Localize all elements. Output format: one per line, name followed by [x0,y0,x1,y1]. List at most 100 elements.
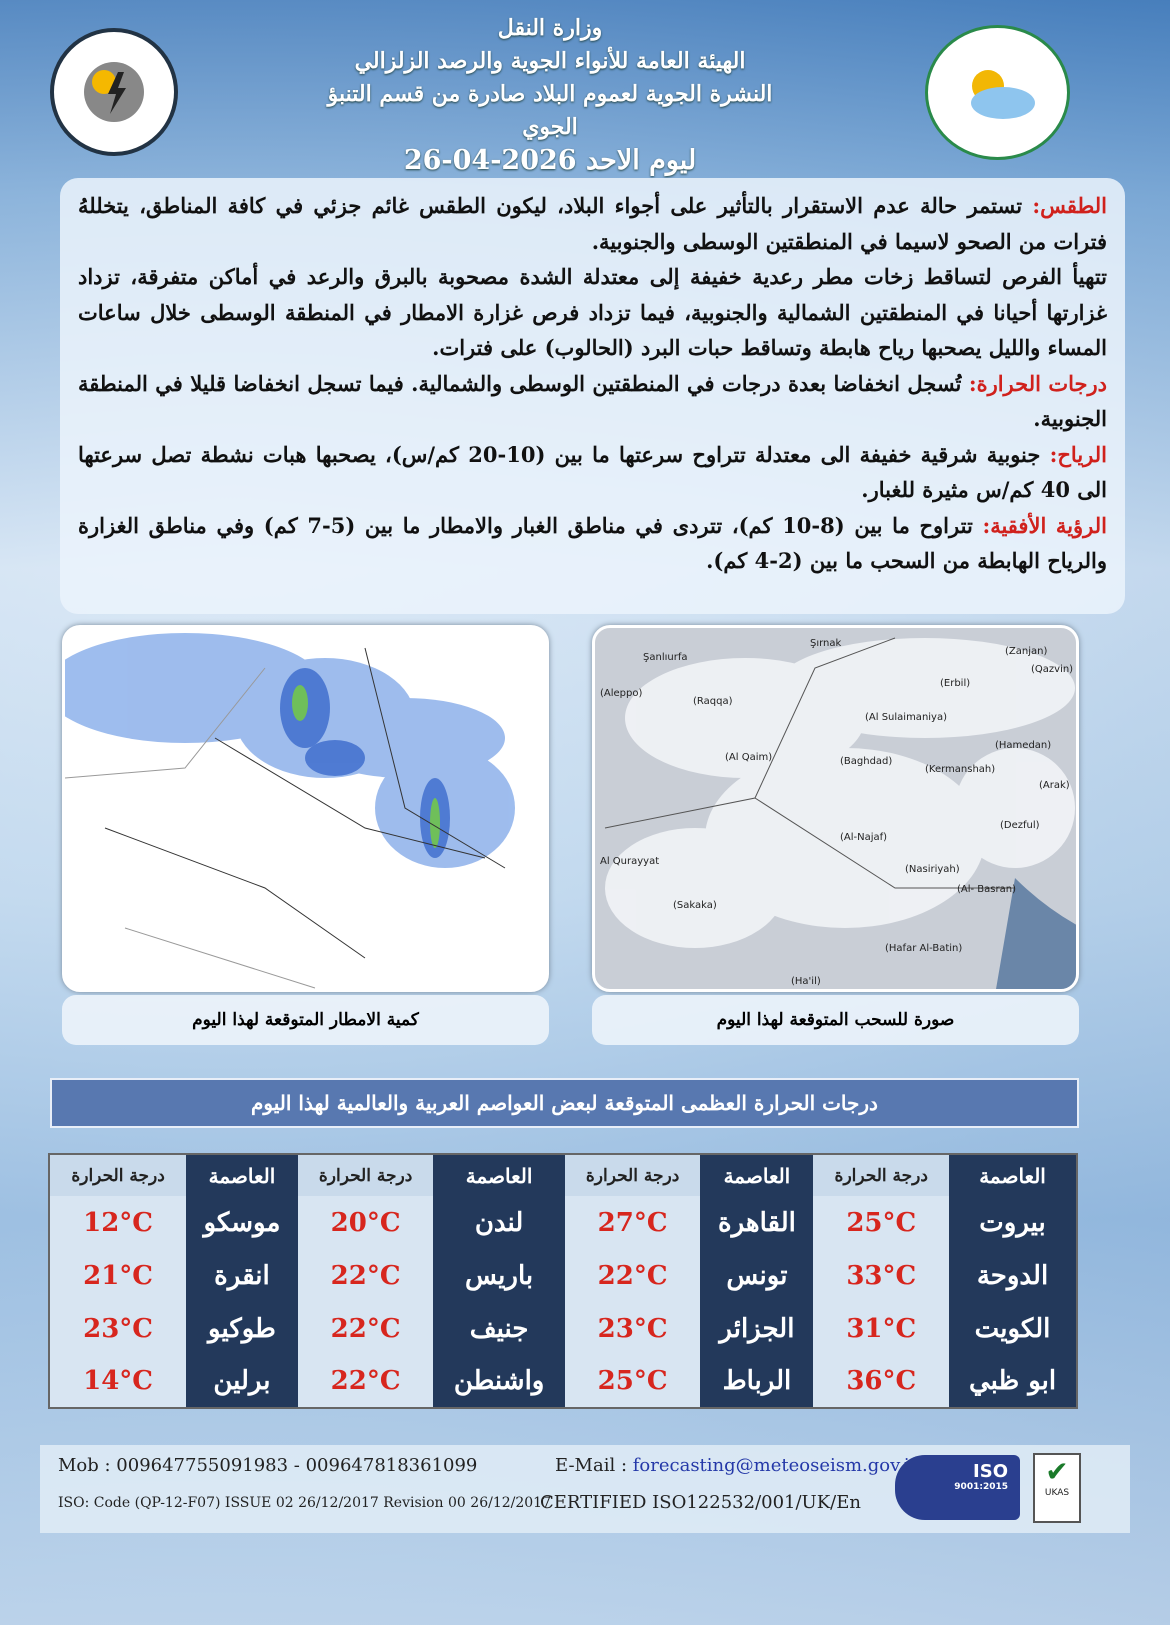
rain-forecast-map [62,625,549,992]
capital-cell: بيروت [949,1196,1077,1249]
capital-cell: الدوحة [949,1249,1077,1302]
forecast-text: الطقس: تستمر حالة عدم الاستقرار بالتأثير… [60,178,1125,614]
bulletin-title: النشرة الجوية لعموم البلاد صادرة من قسم … [327,81,773,140]
map-label-erbil: (Erbil) [940,678,971,689]
authority-title: الهيئة العامة للأنواء الجوية والرصد الزل… [354,48,746,74]
temperature-cell: 31°C [813,1302,950,1355]
map-label-arak: (Arak) [1039,780,1070,791]
map-label-dezful: (Dezful) [1000,820,1040,831]
wind-text: جنوبية شرقية خفيفة الى معتدلة تتراوح سرع… [78,441,1107,503]
map-label-kermanshah: (Kermanshah) [925,764,996,775]
map-label-nasiriyah: (Nasiriyah) [905,864,960,875]
ukas-badge: ✔ UKAS [1033,1453,1081,1523]
forecasting-dept-logo [50,28,178,156]
check-icon: ✔ [1045,1455,1069,1488]
capitals-temperature-table: العاصمة درجة الحرارة العاصمة درجة الحرارة … [48,1153,1078,1409]
bulletin-date: ليوم الاحد 2026-04-26 [403,145,697,176]
map-label-qazvin: (Qazvin) [1031,664,1074,675]
capital-header: العاصمة [186,1154,298,1196]
temperature-cell: 27°C [564,1196,701,1249]
map-label-hail: (Ha'il) [791,976,821,987]
mobile-numbers: Mob : 009647755091983 - 009647818361099 [58,1455,478,1476]
map-label-al-qurayyat: Al Qurayyat [600,856,660,867]
temperature-cell: 36°C [813,1355,950,1408]
temperature-text: تُسجل انخفاضا بعدة درجات في المنطقتين ال… [78,370,1107,432]
temp-header: درجة الحرارة [297,1154,434,1196]
capital-header: العاصمة [949,1154,1077,1196]
capital-cell: تونس [700,1249,814,1302]
meteorological-organization-logo [925,25,1070,160]
table-title: درجات الحرارة العظمى المتوقعة لبعض العوا… [50,1078,1079,1128]
capital-cell: الجزائر [700,1302,814,1355]
temperature-cell: 12°C [49,1196,187,1249]
temperature-cell: 14°C [49,1355,187,1408]
temperature-cell: 23°C [564,1302,701,1355]
ukas-text: UKAS [1044,1488,1070,1498]
map-label-sanliurfa: Şanlıurfa [643,652,688,663]
cloud-forecast-map: Şırnak Şanlıurfa (Aleppo) (Raqqa) (Erbil… [592,625,1079,992]
map-label-sirnak: Şırnak [810,638,842,649]
capital-cell: برلين [186,1355,298,1408]
iso-certified: CERTIFIED ISO122532/001/UK/En [540,1492,861,1513]
map-label-al-najaf: (Al-Najaf) [840,832,888,843]
map-label-sulaimaniya: (Al Sulaimaniya) [865,712,948,723]
table-row: ابو ظبي 36°C الرباط 25°C واشنطن 22°C برلين 14°C [49,1355,1077,1408]
temp-header: درجة الحرارة [564,1154,701,1196]
temperature-cell: 25°C [564,1355,701,1408]
capital-cell: انقرة [186,1249,298,1302]
iso-badge-sub: 9001:2015 [954,1482,1008,1492]
capital-cell: الكويت [949,1302,1077,1355]
iso-code: ISO: Code (QP-12-F07) ISSUE 02 26/12/201… [58,1495,551,1511]
visibility-text: تتراوح ما بين (8-10 كم)، تتردى في مناطق … [78,512,1107,574]
capital-cell: ابو ظبي [949,1355,1077,1408]
email-label: E-Mail : [555,1455,633,1476]
temperature-label: درجات الحرارة: [968,370,1107,396]
iso-badge: ISO 9001:2015 [895,1455,1020,1520]
map-label-zanjan: (Zanjan) [1005,646,1048,657]
temperature-cell: 33°C [813,1249,950,1302]
cloud-map-caption: صورة للسحب المتوقعة لهذا اليوم [592,995,1079,1045]
email-link[interactable]: forecasting@meteoseism.gov.iq [632,1455,922,1476]
capital-header: العاصمة [700,1154,814,1196]
temperature-cell: 21°C [49,1249,187,1302]
capital-cell: الرباط [700,1355,814,1408]
map-label-al-qaim: (Al Qaim) [725,752,773,763]
weather-text: تستمر حالة عدم الاستقرار بالتأثير على أج… [78,193,1107,254]
capital-cell: واشنطن [433,1355,565,1408]
capital-cell: جنيف [433,1302,565,1355]
map-label-hamedan: (Hamedan) [995,740,1052,751]
temp-header: درجة الحرارة [813,1154,950,1196]
map-label-sakaka: (Sakaka) [673,900,717,911]
temperature-cell: 22°C [297,1249,434,1302]
capital-cell: لندن [433,1196,565,1249]
weather-label: الطقس: [1032,193,1107,218]
map-label-raqqa: (Raqqa) [693,696,733,707]
footer: Mob : 009647755091983 - 009647818361099 … [40,1445,1130,1533]
map-label-al-basrah: (Al- Basran) [957,884,1016,895]
map-label-aleppo: (Aleppo) [600,688,643,699]
capital-cell: طوكيو [186,1302,298,1355]
visibility-label: الرؤية الأفقية: [982,512,1107,538]
iso-badge-text: ISO [973,1461,1008,1482]
map-label-hafar: (Hafar Al-Batin) [885,943,963,954]
wind-label: الرياح: [1049,441,1107,467]
temperature-cell: 25°C [813,1196,950,1249]
temperature-cell: 22°C [564,1249,701,1302]
table-row: بيروت 25°C القاهرة 27°C لندن 20°C موسكو 12°C [49,1196,1077,1249]
capital-cell: موسكو [186,1196,298,1249]
ministry-title: وزارة النقل [497,15,603,41]
table-row: الدوحة 33°C تونس 22°C باريس 22°C انقرة 21°C [49,1249,1077,1302]
temp-header: درجة الحرارة [49,1154,187,1196]
temperature-cell: 20°C [297,1196,434,1249]
capital-cell: القاهرة [700,1196,814,1249]
temperature-cell: 23°C [49,1302,187,1355]
temperature-cell: 22°C [297,1355,434,1408]
capital-cell: باريس [433,1249,565,1302]
map-label-baghdad: (Baghdad) [840,756,893,767]
weather-text-2: تتهيأ الفرص لتساقط زخات مطر رعدية خفيفة … [78,264,1107,360]
capital-header: العاصمة [433,1154,565,1196]
header: وزارة النقل الهيئة العامة للأنواء الجوية… [300,12,800,177]
rain-map-caption: كمية الامطار المتوقعة لهذا اليوم [62,995,549,1045]
table-row: الكويت 31°C الجزائر 23°C جنيف 22°C طوكيو 23°C [49,1302,1077,1355]
temperature-cell: 22°C [297,1302,434,1355]
